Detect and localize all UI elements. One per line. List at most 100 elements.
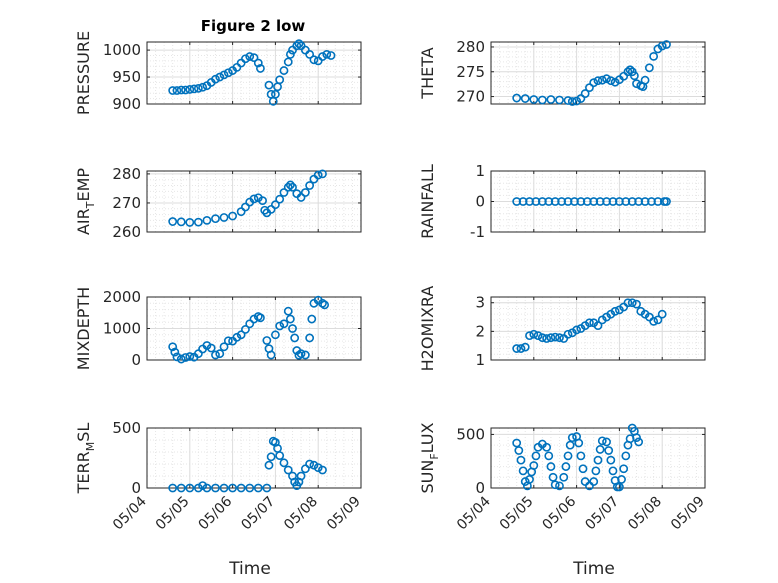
y-axis-label: TERRMSL — [74, 423, 97, 495]
data-point — [593, 76, 603, 86]
data-point — [544, 451, 554, 461]
data-point — [555, 333, 564, 343]
data-point — [533, 331, 543, 341]
data-point — [170, 347, 180, 357]
data-point — [215, 72, 225, 82]
data-point — [525, 331, 534, 341]
data-point — [615, 482, 624, 492]
data-point — [300, 188, 310, 197]
data-point — [185, 483, 195, 493]
data-point — [621, 451, 631, 461]
data-point — [623, 67, 633, 77]
data-point — [574, 438, 584, 448]
data-point — [578, 464, 588, 474]
data-point — [520, 477, 530, 486]
y-tick-label: 500 — [456, 425, 485, 443]
data-point — [223, 68, 233, 78]
data-point — [550, 480, 560, 490]
data-point — [625, 65, 635, 75]
data-point — [649, 51, 659, 61]
data-point — [565, 440, 575, 450]
subplot-mixdepth: 0 1000 2000 MIXDEPTH — [74, 287, 362, 370]
data-point — [206, 343, 216, 353]
data-point — [520, 342, 530, 352]
y-tick-label: 0 — [131, 351, 141, 369]
y-axis-label: MIXDEPTH — [74, 287, 93, 370]
data-point — [193, 349, 203, 359]
data-point — [542, 334, 552, 343]
data-point — [285, 180, 295, 190]
data-point — [580, 89, 590, 98]
data-point — [275, 321, 285, 331]
y-tick-label: 275 — [456, 63, 485, 81]
data-point — [270, 330, 280, 340]
data-point — [619, 464, 629, 474]
data-point — [300, 464, 310, 474]
subplot-h2omixra: 1 2 3 H2OMIXRA — [418, 286, 706, 371]
y-axis-label: SUNFLUX — [418, 422, 441, 493]
data-point — [326, 51, 336, 60]
data-point — [567, 97, 577, 106]
subplot-theta: 270 275 280 THETA — [418, 38, 706, 106]
data-point — [241, 54, 250, 64]
data-point — [512, 344, 522, 353]
data-point — [593, 321, 603, 331]
data-point — [211, 350, 220, 360]
data-point — [309, 460, 319, 470]
data-point — [555, 95, 564, 105]
data-point — [256, 64, 265, 73]
data-point — [270, 89, 280, 99]
data-point — [219, 70, 229, 80]
data-point — [270, 200, 280, 210]
data-point — [219, 213, 229, 222]
data-point — [585, 318, 594, 328]
data-point — [644, 63, 654, 73]
data-point — [168, 217, 178, 226]
data-point — [249, 53, 259, 63]
data-point — [320, 300, 330, 310]
data-point — [307, 314, 317, 324]
data-point — [514, 446, 524, 455]
y-tick-label: 270 — [112, 194, 141, 212]
data-point — [550, 332, 560, 342]
y-tick-label: 1000 — [103, 41, 141, 59]
data-point — [279, 458, 289, 468]
data-point — [585, 83, 594, 93]
data-point — [266, 204, 276, 214]
data-point — [604, 446, 614, 455]
y-tick-label: 950 — [112, 68, 141, 86]
data-point — [198, 82, 208, 92]
data-point — [253, 58, 263, 68]
subplot-air: 260 270 280 AIRTEMP — [74, 165, 362, 241]
data-point — [245, 483, 255, 493]
axes-box — [146, 170, 362, 233]
data-point — [610, 306, 620, 316]
data-point — [168, 342, 178, 352]
y-tick-label: 270 — [456, 88, 485, 106]
data-point — [305, 50, 315, 59]
data-point — [606, 455, 616, 465]
data-point — [567, 433, 577, 443]
data-point — [563, 451, 573, 461]
data-point — [591, 466, 601, 476]
data-point — [662, 197, 671, 206]
data-point — [520, 94, 530, 103]
data-point — [640, 75, 650, 85]
data-point — [241, 325, 250, 334]
data-point — [602, 437, 611, 447]
data-point — [296, 471, 306, 481]
y-axis-label: AIRTEMP — [74, 168, 97, 235]
data-point — [595, 445, 605, 454]
data-point — [516, 344, 526, 353]
y-tick-label: 280 — [112, 165, 141, 183]
data-point — [264, 460, 274, 470]
data-point — [300, 350, 310, 360]
data-point — [516, 455, 526, 465]
data-point — [223, 336, 233, 346]
data-point — [202, 215, 212, 225]
data-point — [219, 483, 229, 493]
data-point — [172, 86, 182, 95]
subplot-pressure: 900 950 1000 PRESSURE — [74, 31, 362, 115]
data-point — [283, 306, 293, 316]
